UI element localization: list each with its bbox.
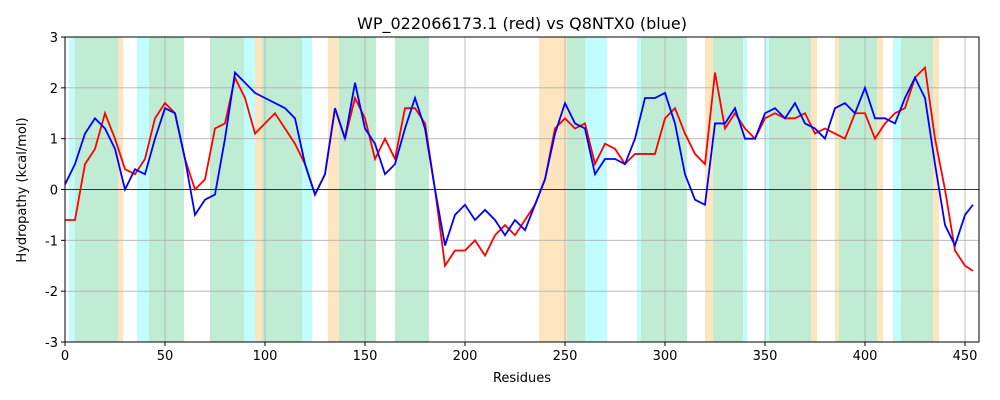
x-tick-label: 150 <box>353 349 378 364</box>
x-tick-label: 50 <box>157 349 174 364</box>
data-line <box>65 65 974 272</box>
x-tick-label: 250 <box>553 349 578 364</box>
chart-title: WP_022066173.1 (red) vs Q8NTX0 (blue) <box>357 14 687 34</box>
x-tick-label: 400 <box>853 349 878 364</box>
y-tick-label: 1 <box>50 133 58 148</box>
x-tick-label: 100 <box>253 349 278 364</box>
data-line <box>64 70 974 248</box>
x-axis-label: Residues <box>493 371 551 386</box>
plot-frame <box>64 36 980 343</box>
y-tick-label: 3 <box>50 31 58 46</box>
x-tick-label: 0 <box>61 349 69 364</box>
x-tick-label: 200 <box>453 349 478 364</box>
y-axis-label: Hydropathy (kcal/mol) <box>15 117 30 262</box>
y-tick-label: -1 <box>45 234 58 249</box>
y-tick-label: 2 <box>50 82 58 97</box>
x-tick-label: 450 <box>953 349 978 364</box>
y-tick-label: 0 <box>50 184 58 199</box>
x-tick-label: 300 <box>653 349 678 364</box>
y-tick-label: -2 <box>45 285 58 300</box>
x-tick-label: 350 <box>753 349 778 364</box>
y-tick-label: -3 <box>45 336 58 351</box>
